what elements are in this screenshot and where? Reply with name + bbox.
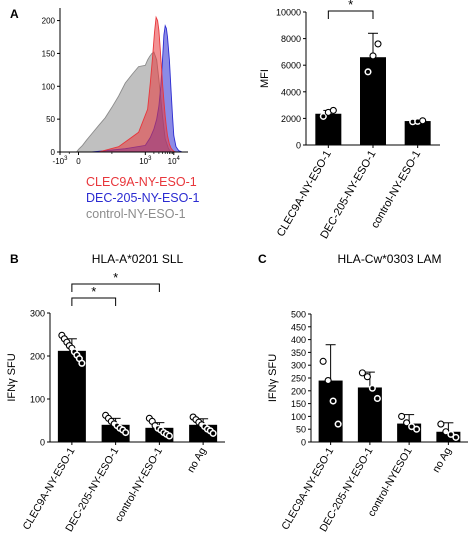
- data-point-core: [366, 69, 370, 74]
- bar-2: [404, 121, 431, 145]
- y-tick-label: 6000: [281, 61, 301, 71]
- x-tick-label-2: control-NY-ESO-1: [369, 149, 423, 231]
- data-point-core: [448, 432, 453, 437]
- x-tick-label-2: control-NY-ESO-1: [113, 445, 165, 524]
- data-point: [319, 357, 327, 365]
- y-tick-label: 250: [291, 374, 306, 384]
- significance-bracket: [71, 283, 160, 292]
- y-axis-label: IFNγ SFU: [6, 353, 18, 401]
- significance-star: *: [113, 270, 118, 285]
- hist-y-tick-label: 0: [51, 148, 56, 157]
- y-tick-label: 4000: [281, 87, 301, 97]
- y-tick-label: 100: [291, 412, 306, 422]
- significance-star: *: [91, 284, 96, 299]
- hist-y-tick-label: 150: [42, 49, 56, 58]
- data-point: [324, 377, 332, 385]
- y-tick-label: 0: [296, 141, 301, 151]
- hist-x-tick-label: -103: [53, 156, 69, 166]
- x-tick-label-3: no Ag: [430, 445, 454, 474]
- legend-clec9a: CLEC9A-NY-ESO-1: [86, 175, 197, 189]
- data-point: [363, 373, 371, 381]
- hist-x-tick-label: 104: [168, 156, 181, 166]
- legend-control: control-NY-ESO-1: [86, 207, 186, 221]
- data-point-core: [453, 435, 458, 440]
- data-point-core: [123, 430, 128, 435]
- significance-bracket: [71, 297, 117, 306]
- data-point-core: [409, 424, 414, 429]
- y-tick-label: 2000: [281, 114, 301, 124]
- hist-x-tick-label: 0: [76, 157, 81, 166]
- y-tick-label: 400: [291, 335, 306, 345]
- hist-x-tick-label: 103: [139, 156, 152, 166]
- data-point-core: [410, 119, 415, 124]
- bar-0: [315, 113, 342, 145]
- data-point-core: [211, 431, 216, 436]
- data-point: [369, 52, 377, 60]
- y-tick-label: 500: [291, 310, 306, 320]
- data-point-core: [415, 119, 420, 124]
- data-point-core: [414, 427, 419, 432]
- data-point: [374, 40, 382, 48]
- hist-y-tick-label: 50: [46, 115, 55, 124]
- histogram-series-2: [98, 15, 177, 153]
- data-point-core: [79, 361, 84, 366]
- y-tick-label: 0: [301, 438, 306, 448]
- y-tick-label: 300: [291, 361, 306, 371]
- y-tick-label: 200: [291, 386, 306, 396]
- hist-y-tick-label: 200: [42, 17, 56, 26]
- bar-3: [436, 431, 461, 442]
- data-point: [403, 419, 411, 427]
- y-tick-label: 50: [296, 425, 306, 435]
- chart-title: HLA-Cw*0303 LAM: [337, 252, 441, 266]
- y-tick-label: 8000: [281, 34, 301, 44]
- data-point-core: [167, 433, 172, 438]
- y-tick-label: 200: [30, 352, 45, 362]
- data-point-core: [77, 356, 82, 361]
- y-tick-label: 350: [291, 348, 306, 358]
- x-tick-label-2: control-NYESO1: [366, 445, 415, 518]
- y-tick-label: 300: [30, 309, 45, 319]
- y-tick-label: 450: [291, 322, 306, 332]
- data-point: [329, 106, 337, 114]
- mfi-bar-chart: MFI0200040006000800010000CLEC9A-NY-ESO-1…: [259, 0, 440, 241]
- y-tick-label: 100: [30, 395, 45, 405]
- legend-dec205: DEC-205-NY-ESO-1: [86, 191, 200, 205]
- lam-bar-chart: HLA-Cw*0303 LAM IFNγ SFU 0 50 100 150 200 250 30…: [267, 252, 468, 534]
- data-point-core: [336, 422, 341, 427]
- chart-title: HLA-A*0201 SLL: [92, 252, 184, 266]
- y-axis-label: MFI: [259, 69, 271, 88]
- bar-1: [360, 57, 386, 145]
- data-point-core: [375, 396, 380, 401]
- significance-bracket: [327, 10, 374, 19]
- data-point: [358, 369, 366, 377]
- x-tick-label-3: no Ag: [185, 445, 209, 474]
- y-tick-label: 10000: [276, 8, 301, 18]
- data-point: [437, 420, 445, 428]
- data-point-core: [321, 114, 326, 119]
- y-tick-label: 0: [40, 438, 45, 448]
- histogram-legend: CLEC9A-NY-ESO-1 DEC-205-NY-ESO-1 control…: [86, 175, 200, 221]
- y-tick-label: 150: [291, 399, 306, 409]
- significance-star: *: [348, 0, 353, 12]
- panel-label-b: B: [10, 252, 19, 266]
- hist-y-tick-label: 100: [42, 82, 56, 91]
- data-point-core: [331, 399, 336, 404]
- panel-label-c: C: [258, 252, 267, 266]
- panel-label-a: A: [10, 7, 19, 21]
- data-point: [398, 412, 406, 420]
- y-axis-label: IFNγ SFU: [267, 354, 279, 402]
- data-point: [419, 117, 427, 125]
- data-point-core: [370, 386, 375, 391]
- bar-0: [318, 380, 343, 442]
